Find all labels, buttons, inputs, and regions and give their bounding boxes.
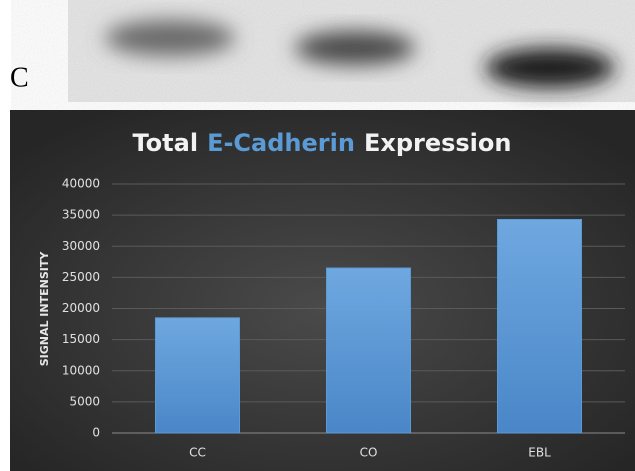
y-tick-label: 40000 [62, 177, 100, 191]
y-tick-label: 25000 [62, 270, 100, 284]
y-tick-label: 0 [92, 426, 100, 440]
y-tick-label: 20000 [62, 301, 100, 315]
title-segment: E-Cadherin [207, 129, 355, 157]
x-tick-label: EBL [528, 446, 551, 460]
y-axis-title: SIGNAL INTENSITY [38, 251, 51, 367]
y-tick-label: 30000 [62, 239, 100, 253]
x-tick-label: CO [360, 446, 378, 460]
bar [497, 218, 582, 434]
x-tick-label: CC [189, 446, 206, 460]
y-tick-label: 15000 [62, 332, 100, 346]
y-tick-label: 10000 [62, 363, 100, 377]
chart-title: Total E-Cadherin Expression [133, 129, 512, 157]
title-segment: Expression [364, 129, 512, 157]
panel-label: C [10, 62, 29, 93]
bar [326, 267, 411, 434]
y-tick-label: 35000 [62, 208, 100, 222]
title-segment: Total [133, 129, 199, 157]
blot [68, 0, 635, 102]
bar [155, 317, 240, 434]
y-tick-label: 5000 [69, 394, 100, 408]
